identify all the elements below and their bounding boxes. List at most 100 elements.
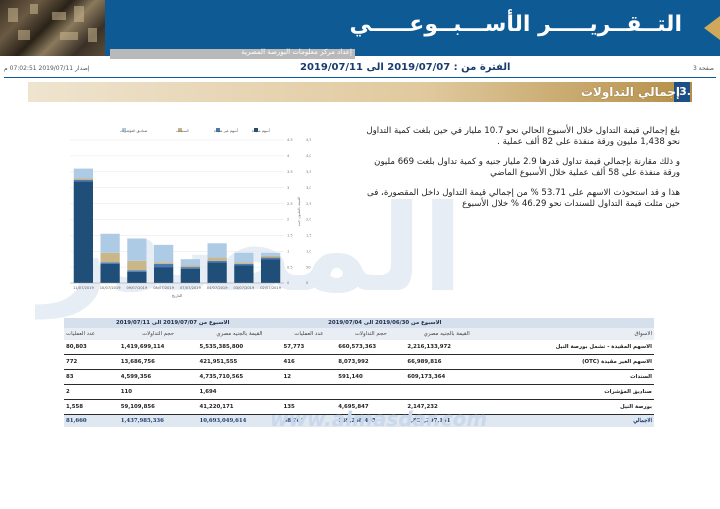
col-header: الاسواق xyxy=(488,328,654,340)
table-total-row: 81,660 1,437,985,336 10,693,049,614 58,2… xyxy=(64,414,654,427)
table-row: 772 13,686,756 421,951,555 416 8,073,992… xyxy=(64,354,654,370)
total-cell: 1,437,985,336 xyxy=(118,414,198,427)
y-tick-label: 1,500,000 xyxy=(306,234,311,238)
table-header-row: عدد العمليات حجم التداولات القيمة بالجني… xyxy=(64,328,654,340)
col-header: عدد العمليات xyxy=(281,328,337,340)
cell: 772 xyxy=(64,354,119,370)
cell: 59,109,856 xyxy=(118,399,198,415)
x-tick-label: 09/07/2019 xyxy=(127,286,148,290)
legend-label: أسهم غير مقيدة xyxy=(214,128,238,133)
bar-segment xyxy=(260,252,281,256)
y-tick-label: 0 xyxy=(306,281,309,285)
cell: 5,535,385,800 xyxy=(197,340,282,355)
legend-swatch xyxy=(122,128,126,132)
col-header: حجم التداولات xyxy=(336,328,406,340)
y-tick-label: 3 xyxy=(287,186,289,190)
legend-swatch xyxy=(254,128,258,132)
cell: 1,558 xyxy=(64,399,119,415)
cell: 12 xyxy=(281,369,337,385)
bar-segment xyxy=(207,243,227,258)
y-tick-label: 500,000 xyxy=(306,265,311,269)
bar-segment xyxy=(73,178,94,180)
market-name: صناديق المؤشرات xyxy=(488,384,654,400)
y-axis-label: القيمة بالمليون جنيه xyxy=(297,197,301,227)
market-name: السندات xyxy=(488,369,654,385)
x-tick-label: 10/07/2019 xyxy=(100,286,121,290)
page-number: صفحة 3 xyxy=(693,65,714,72)
bar-segment xyxy=(234,252,254,263)
bar-segment xyxy=(100,233,120,253)
header-arrow-icon xyxy=(704,16,720,40)
legend-label: أسهم مقيدة xyxy=(252,128,270,133)
section-title: إجمالي التداولات xyxy=(580,85,680,99)
col-header: حجم التداولات xyxy=(118,328,198,340)
market-name: الاسهم الغير مقيدة (OTC) xyxy=(488,354,654,370)
cell: 421,951,555 xyxy=(197,354,282,370)
bar-segment xyxy=(127,260,147,271)
cell: 660,573,363 xyxy=(336,340,406,355)
cell: 41,220,171 xyxy=(197,399,282,415)
watermark-url: www.almasdar.com xyxy=(270,407,488,431)
cell: 83 xyxy=(64,369,119,385)
summary-text: بلغ إجمالي قيمة التداول خلال الأسبوع الح… xyxy=(358,126,680,219)
cell xyxy=(336,384,406,400)
cell: 135 xyxy=(281,399,337,415)
bar-segment xyxy=(180,267,201,269)
report-period: الفترة من : 2019/07/07 الى 2019/07/11 xyxy=(300,62,511,73)
bar-segment xyxy=(207,262,227,283)
bar-segment xyxy=(234,265,254,283)
bar-segment xyxy=(180,259,201,266)
y-tick-label: 4 xyxy=(287,154,290,158)
publisher-band xyxy=(110,49,355,59)
trading-table: الاسبوع من 2019/07/07 الى 2019/07/11 الا… xyxy=(64,318,654,427)
cell: 66,989,816 xyxy=(405,354,489,370)
col-header: القيمة بالجنيه مصري xyxy=(405,328,489,340)
bar-segment xyxy=(153,244,174,263)
y-tick-label: 4.5 xyxy=(287,138,293,142)
total-label: الاجمالي xyxy=(488,414,654,427)
bar-segment xyxy=(180,265,201,268)
table-row: 1,558 59,109,856 41,220,171 135 4,695,84… xyxy=(64,399,654,415)
x-tick-label: 03/07/2019 xyxy=(234,286,255,290)
x-tick-label: 04/07/2019 xyxy=(207,286,228,290)
table-row: 83 4,599,356 4,735,710,565 12 591,140 60… xyxy=(64,369,654,385)
section-number: 3. xyxy=(679,85,691,98)
total-cell: 10,693,049,614 xyxy=(197,414,282,427)
table-group-row: الاسبوع من 2019/07/07 الى 2019/07/11 الا… xyxy=(64,318,654,328)
bar-segment xyxy=(73,179,94,182)
cell: 4,695,847 xyxy=(336,399,406,415)
total-cell: 2,892,297,151 xyxy=(405,414,489,427)
y-tick-label: 2,500,000 xyxy=(306,202,311,206)
bar-segment xyxy=(127,271,147,283)
y-tick-label: 1.5 xyxy=(287,234,293,238)
report-title: التــقــريـــــر الأســـبــوعـــــي xyxy=(349,12,682,37)
market-name: بورصة النيل xyxy=(488,399,654,415)
header-band xyxy=(0,0,720,56)
paragraph: هذا و قد استحوذت الاسهم على 53.71 % من إ… xyxy=(367,188,680,209)
bar-segment xyxy=(127,270,147,272)
cell: 416 xyxy=(281,354,337,370)
x-axis-label: التاريخ xyxy=(172,293,182,298)
x-tick-label: 08/07/2019 xyxy=(153,286,174,290)
y-tick-label: 0 xyxy=(287,281,290,285)
legend-swatch xyxy=(216,128,220,132)
cell: 4,599,356 xyxy=(118,369,198,385)
table-row: 80,803 1,419,699,114 5,535,385,800 57,77… xyxy=(64,340,654,355)
bar-segment xyxy=(180,268,201,283)
cell: 110 xyxy=(118,384,198,400)
market-name: الاسهم المقيدة - تشمل بورصة النيل xyxy=(488,340,654,355)
x-tick-label: 02/07/2019 xyxy=(260,286,281,290)
y-tick-label: 1,000,000 xyxy=(306,249,311,253)
y-tick-label: 1 xyxy=(287,249,289,253)
y-tick-label: 3.5 xyxy=(287,170,293,174)
bar-segment xyxy=(207,257,227,261)
bar-segment xyxy=(100,262,120,264)
legend-swatch xyxy=(178,128,182,132)
cell xyxy=(405,384,489,400)
y-tick-label: 3,000,000 xyxy=(306,186,311,190)
bar-segment xyxy=(207,260,227,263)
cell: 13,686,756 xyxy=(118,354,198,370)
bar-segment xyxy=(127,238,147,261)
legend-label: صناديق المؤشرات xyxy=(120,129,147,133)
group-previous-week: الاسبوع من 2019/06/30 الى 2019/07/04 xyxy=(281,318,489,328)
